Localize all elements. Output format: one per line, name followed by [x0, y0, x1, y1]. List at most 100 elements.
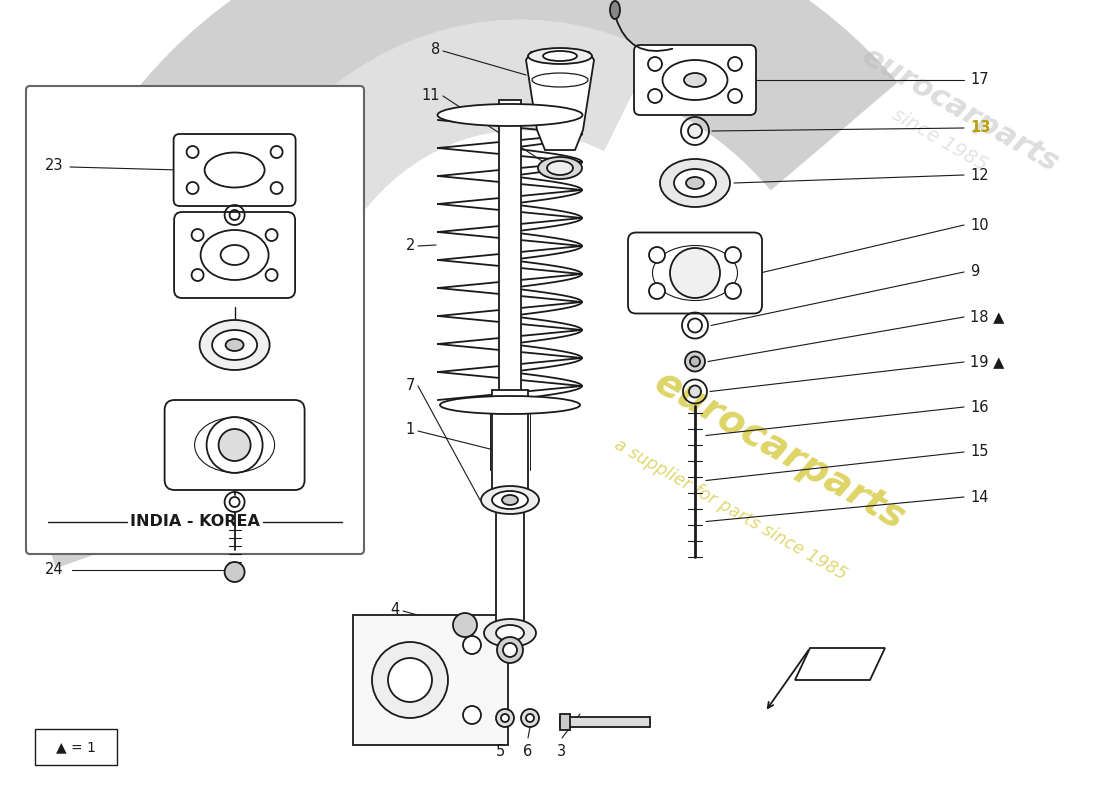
- Ellipse shape: [532, 73, 588, 87]
- Text: 8: 8: [431, 42, 440, 58]
- Text: 7: 7: [406, 378, 415, 393]
- FancyBboxPatch shape: [174, 212, 295, 298]
- Ellipse shape: [725, 247, 741, 263]
- Ellipse shape: [481, 486, 539, 514]
- Ellipse shape: [503, 643, 517, 657]
- Ellipse shape: [648, 89, 662, 103]
- Text: 6: 6: [524, 745, 532, 759]
- Polygon shape: [526, 52, 594, 150]
- Bar: [492, 390, 528, 490]
- Polygon shape: [795, 648, 886, 680]
- Ellipse shape: [438, 104, 583, 126]
- Ellipse shape: [689, 386, 701, 398]
- Text: 4: 4: [390, 602, 400, 618]
- Ellipse shape: [649, 247, 666, 263]
- Text: 14: 14: [970, 490, 989, 505]
- Ellipse shape: [226, 339, 243, 351]
- Ellipse shape: [497, 637, 522, 663]
- Ellipse shape: [500, 714, 509, 722]
- Text: 15: 15: [970, 445, 989, 459]
- Ellipse shape: [688, 124, 702, 138]
- FancyBboxPatch shape: [634, 45, 756, 115]
- Ellipse shape: [271, 146, 283, 158]
- Bar: [499, 100, 521, 410]
- Ellipse shape: [725, 283, 741, 299]
- Text: 17: 17: [970, 73, 989, 87]
- Ellipse shape: [492, 491, 528, 509]
- Ellipse shape: [728, 57, 743, 71]
- Ellipse shape: [265, 269, 277, 281]
- Ellipse shape: [221, 245, 249, 265]
- Ellipse shape: [686, 177, 704, 189]
- Text: since 1985: since 1985: [889, 105, 991, 175]
- Ellipse shape: [453, 613, 477, 637]
- Text: 3: 3: [558, 745, 566, 759]
- Ellipse shape: [649, 283, 666, 299]
- Text: 11: 11: [421, 87, 440, 102]
- Text: 13: 13: [970, 121, 990, 135]
- Ellipse shape: [265, 229, 277, 241]
- Text: 19 ▲: 19 ▲: [970, 354, 1004, 370]
- Bar: [353, 615, 508, 745]
- Ellipse shape: [187, 182, 199, 194]
- Ellipse shape: [440, 396, 580, 414]
- Ellipse shape: [728, 89, 743, 103]
- Ellipse shape: [219, 429, 251, 461]
- Text: 5: 5: [495, 745, 505, 759]
- Text: 23: 23: [45, 158, 64, 173]
- Ellipse shape: [685, 351, 705, 371]
- Ellipse shape: [463, 636, 481, 654]
- FancyBboxPatch shape: [26, 86, 364, 554]
- Bar: [560, 714, 570, 730]
- Ellipse shape: [212, 330, 257, 360]
- Ellipse shape: [670, 248, 720, 298]
- Ellipse shape: [271, 182, 283, 194]
- Ellipse shape: [547, 161, 573, 175]
- Ellipse shape: [191, 269, 204, 281]
- Text: a supplier for parts since 1985: a supplier for parts since 1985: [610, 436, 849, 584]
- Ellipse shape: [187, 146, 199, 158]
- FancyBboxPatch shape: [174, 134, 296, 206]
- Ellipse shape: [538, 157, 582, 179]
- Text: 1: 1: [406, 422, 415, 438]
- Ellipse shape: [610, 1, 620, 19]
- Ellipse shape: [496, 709, 514, 727]
- Ellipse shape: [690, 357, 700, 366]
- Ellipse shape: [528, 48, 592, 64]
- Ellipse shape: [660, 159, 730, 207]
- Ellipse shape: [674, 169, 716, 197]
- Ellipse shape: [502, 495, 518, 505]
- Text: 12: 12: [970, 167, 989, 182]
- Text: 16: 16: [970, 399, 989, 414]
- Text: INDIA - KOREA: INDIA - KOREA: [130, 514, 260, 530]
- Bar: [35, 729, 117, 765]
- FancyBboxPatch shape: [628, 233, 762, 314]
- FancyBboxPatch shape: [165, 400, 305, 490]
- Text: 9: 9: [970, 265, 979, 279]
- Ellipse shape: [484, 619, 536, 647]
- Ellipse shape: [521, 709, 539, 727]
- Bar: [496, 490, 524, 625]
- Ellipse shape: [205, 153, 265, 187]
- Text: 18 ▲: 18 ▲: [970, 310, 1004, 325]
- Ellipse shape: [543, 51, 578, 61]
- Text: 10: 10: [970, 218, 989, 233]
- Ellipse shape: [199, 320, 270, 370]
- Ellipse shape: [388, 658, 432, 702]
- Text: 24: 24: [45, 562, 64, 578]
- Ellipse shape: [684, 73, 706, 87]
- Ellipse shape: [496, 625, 524, 641]
- Ellipse shape: [200, 230, 268, 280]
- Text: ▲ = 1: ▲ = 1: [56, 740, 96, 754]
- Text: eurocarparts: eurocarparts: [857, 42, 1064, 178]
- FancyArrowPatch shape: [616, 18, 672, 51]
- Text: 2: 2: [406, 238, 415, 253]
- Ellipse shape: [526, 714, 534, 722]
- Ellipse shape: [688, 318, 702, 333]
- Ellipse shape: [372, 642, 448, 718]
- Ellipse shape: [463, 706, 481, 724]
- Ellipse shape: [191, 229, 204, 241]
- Bar: [560, 717, 650, 727]
- Ellipse shape: [648, 57, 662, 71]
- Text: eurocarparts: eurocarparts: [648, 362, 912, 538]
